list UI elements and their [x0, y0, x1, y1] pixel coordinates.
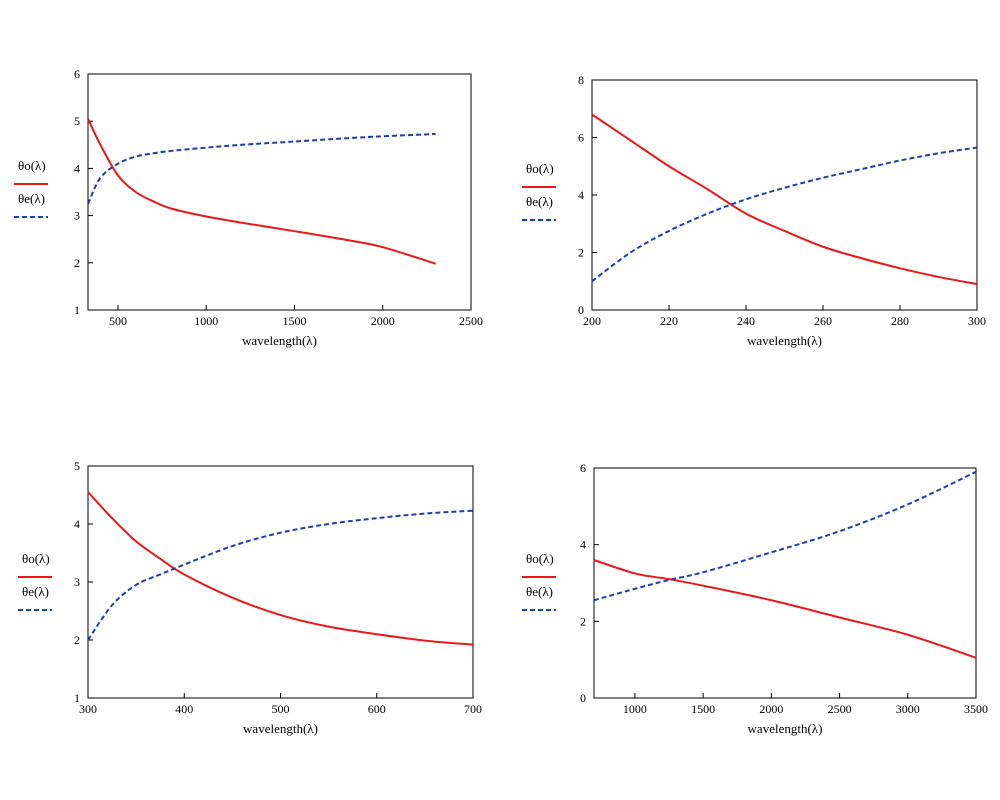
y-tick-label: 8	[578, 73, 584, 87]
legend-label: θe(λ)	[22, 584, 49, 599]
plot-frame	[87, 73, 472, 311]
y-tick-label: 2	[74, 633, 80, 647]
x-tick-label: 600	[368, 702, 386, 716]
legend-label: θe(λ)	[526, 194, 553, 209]
x-tick-label: 300	[79, 702, 97, 716]
y-tick-label: 1	[74, 691, 80, 705]
y-tick-label: 6	[74, 67, 80, 81]
plot-frame	[593, 467, 977, 699]
chart-panel-1: 500 1000 1500 2000 2500 1 2 3 4 5 6 wavelength(λ) θo…	[14, 67, 483, 348]
x-tick-label: 3500	[964, 702, 988, 716]
y-tick-label: 0	[580, 691, 586, 705]
x-tick-label: 1500	[283, 314, 307, 328]
x-tick-label: 1000	[194, 314, 218, 328]
theta-o-series-line	[593, 559, 977, 659]
legend-label: θe(λ)	[18, 191, 45, 206]
x-tick-label: 1500	[691, 702, 715, 716]
theta-o-series-line	[591, 113, 978, 286]
x-tick-label: 2500	[459, 314, 483, 328]
y-tick-label: 2	[580, 614, 586, 628]
x-tick-label: 3000	[896, 702, 920, 716]
x-tick-label: 2000	[371, 314, 395, 328]
x-axis-label: wavelength(λ)	[747, 333, 822, 348]
x-tick-label: 200	[583, 314, 601, 328]
y-tick-label: 4	[578, 188, 584, 202]
chart-panel-3: 300 400 500 600 700 1 2 3 4 5 wavelength(λ) θo(λ) θe…	[18, 459, 482, 736]
y-tick-label: 2	[74, 256, 80, 270]
y-tick-label: 1	[74, 303, 80, 317]
y-tick-label: 0	[578, 303, 584, 317]
y-tick-label: 6	[578, 131, 584, 145]
y-tick-label: 6	[580, 461, 586, 475]
y-tick-label: 5	[74, 114, 80, 128]
x-tick-label: 500	[272, 702, 290, 716]
legend-label: θe(λ)	[526, 584, 553, 599]
theta-e-series-line	[593, 470, 977, 602]
legend-label: θo(λ)	[18, 158, 46, 173]
y-tick-label: 4	[74, 517, 80, 531]
x-tick-label: 700	[464, 702, 482, 716]
legend: θo(λ) θe(λ)	[18, 551, 52, 611]
theta-e-series-line	[87, 132, 436, 205]
x-tick-label: 280	[891, 314, 909, 328]
x-axis-label: wavelength(λ)	[748, 721, 823, 736]
theta-e-series-line	[591, 146, 978, 283]
legend: θo(λ) θe(λ)	[14, 158, 48, 218]
legend-label: θo(λ)	[526, 161, 554, 176]
y-tick-label: 4	[580, 538, 586, 552]
legend-label: θo(λ)	[22, 551, 50, 566]
plot-frame	[591, 79, 978, 311]
legend-label: θo(λ)	[526, 551, 554, 566]
y-tick-label: 2	[578, 246, 584, 260]
legend: θo(λ) θe(λ)	[522, 551, 556, 611]
x-tick-label: 240	[737, 314, 755, 328]
chart-panel-4: 1000 1500 2000 2500 3000 3500 0 2 4 6 wavelength(λ…	[522, 461, 988, 736]
legend: θo(λ) θe(λ)	[522, 161, 556, 221]
y-tick-label: 4	[74, 161, 80, 175]
x-tick-label: 300	[968, 314, 986, 328]
x-tick-label: 220	[660, 314, 678, 328]
theta-o-series-line	[87, 118, 436, 265]
y-tick-label: 3	[74, 575, 80, 589]
y-tick-label: 5	[74, 459, 80, 473]
x-tick-label: 260	[814, 314, 832, 328]
x-tick-label: 400	[175, 702, 193, 716]
plot-frame	[87, 465, 474, 699]
x-tick-label: 1000	[623, 702, 647, 716]
x-tick-label: 2000	[759, 702, 783, 716]
chart-panel-2: 200 220 240 260 280 300 0 2 4 6 8 wavelength(λ) θo(λ…	[522, 73, 986, 348]
x-axis-label: wavelength(λ)	[243, 721, 318, 736]
x-tick-label: 500	[109, 314, 127, 328]
x-tick-label: 2500	[828, 702, 852, 716]
theta-e-series-line	[87, 509, 474, 641]
theta-o-series-line	[87, 491, 474, 646]
x-axis-label: wavelength(λ)	[242, 333, 317, 348]
y-tick-label: 3	[74, 209, 80, 223]
